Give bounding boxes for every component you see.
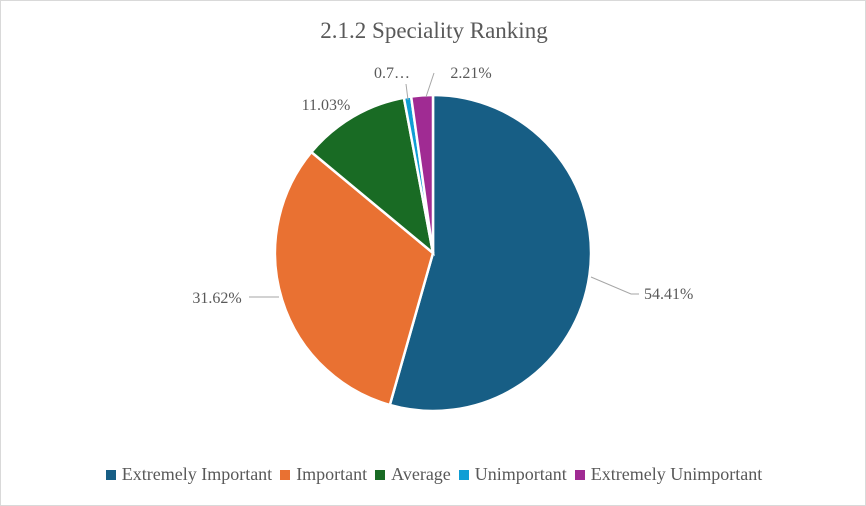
legend-item: Extremely Unimportant [574, 464, 763, 485]
pie-slice-important [273, 150, 435, 407]
legend-swatch [458, 469, 469, 480]
legend-swatch [574, 469, 585, 480]
data-label: 31.62% [192, 290, 241, 307]
legend-swatch [375, 469, 386, 480]
legend-label: Extremely Important [121, 464, 273, 484]
legend-label: Important [296, 464, 368, 484]
legend: Extremely Important Important Average Unimp… [1, 464, 865, 485]
leader-line [425, 72, 435, 98]
legend-label: Extremely Unimportant [590, 464, 763, 484]
pie-slice-extremely-important [388, 93, 593, 413]
data-label: 0.7… [374, 65, 410, 82]
chart-title: 2.1.2 Speciality Ranking [320, 18, 548, 43]
data-label: 11.03% [302, 97, 351, 114]
legend-swatch [280, 469, 291, 480]
legend-item: Average [375, 464, 451, 485]
pie-slice-extremely-unimportant [409, 93, 435, 254]
legend-item: Important [280, 464, 367, 485]
leader-line [405, 83, 409, 101]
legend-label: Average [391, 464, 451, 484]
pie-slice-average [309, 96, 435, 257]
data-label: 2.21% [450, 65, 491, 82]
legend-label: Unimportant [474, 464, 567, 484]
legend-item: Unimportant [458, 464, 567, 485]
data-label: 54.41% [644, 286, 693, 303]
leader-line [590, 276, 639, 295]
legend-swatch [105, 469, 116, 480]
legend-item: Extremely Important [105, 464, 273, 485]
